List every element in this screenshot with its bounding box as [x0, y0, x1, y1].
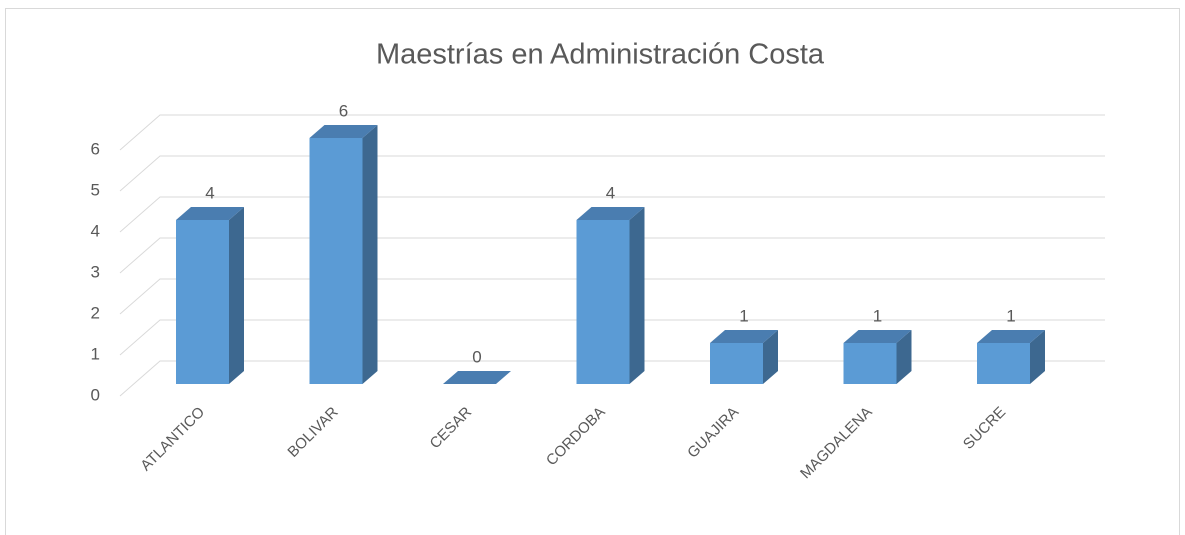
value-label: 1 — [873, 306, 882, 325]
grid-line — [119, 155, 1105, 192]
bar-face — [176, 207, 244, 220]
bar-face — [176, 220, 229, 384]
value-label: 1 — [739, 306, 748, 325]
bar-face — [576, 220, 630, 384]
y-tick-label: 4 — [91, 221, 100, 240]
bar-face — [629, 207, 645, 384]
value-label: 0 — [472, 347, 481, 366]
bar — [710, 330, 778, 384]
bar-face — [309, 138, 363, 384]
bar-face — [843, 343, 897, 384]
value-label: 6 — [339, 101, 348, 120]
bar-face — [309, 125, 378, 138]
grid-line — [119, 319, 1105, 356]
bar-face — [229, 207, 244, 384]
y-tick-label: 3 — [91, 262, 100, 281]
bar — [309, 125, 378, 384]
chart-title: Maestrías en Administración Costa — [376, 39, 825, 71]
bar-face — [896, 330, 912, 384]
bar — [576, 207, 645, 384]
grid-line — [119, 237, 1105, 274]
grid-line — [119, 278, 1105, 315]
bar-face — [576, 207, 645, 220]
bar-face — [710, 343, 763, 384]
bar — [977, 330, 1045, 384]
bar-face — [843, 330, 912, 343]
bar — [843, 330, 912, 384]
grid-line — [119, 196, 1105, 233]
bar-face — [362, 125, 378, 384]
value-label: 4 — [606, 183, 615, 202]
bar-face — [710, 330, 778, 343]
bar-face — [977, 330, 1045, 343]
bar — [443, 371, 511, 384]
y-tick-label: 0 — [91, 385, 100, 404]
grid-line — [119, 114, 1105, 151]
y-tick-label: 6 — [91, 139, 100, 158]
bar-face — [1030, 330, 1045, 384]
grid-line — [119, 360, 1105, 397]
value-label: 1 — [1006, 306, 1015, 325]
bar-face — [443, 371, 511, 384]
y-tick-label: 1 — [91, 344, 100, 363]
value-label: 4 — [205, 183, 214, 202]
bar-face — [977, 343, 1030, 384]
bar-face — [763, 330, 778, 384]
y-tick-label: 2 — [91, 303, 100, 322]
y-tick-label: 5 — [91, 180, 100, 199]
bar — [176, 207, 244, 384]
